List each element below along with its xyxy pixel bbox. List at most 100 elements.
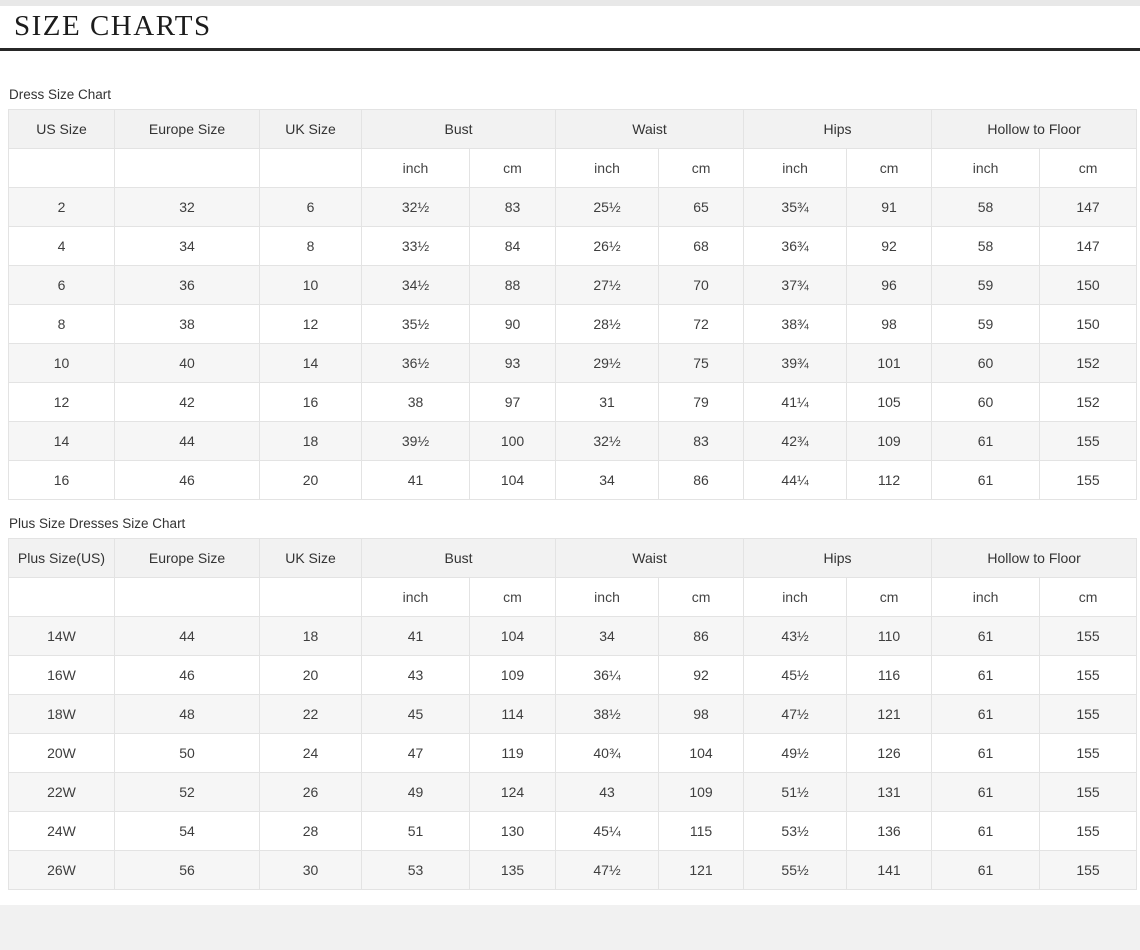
cell: 136	[846, 811, 933, 851]
cell: 104	[468, 460, 557, 500]
cell: 22	[259, 694, 362, 734]
cell: 35½	[361, 304, 470, 344]
cell: 48	[114, 694, 260, 734]
cell: 58	[931, 187, 1041, 227]
cell: 43	[361, 655, 470, 695]
cell: 14	[8, 421, 115, 461]
cell: 61	[931, 655, 1041, 695]
cell: 121	[846, 694, 933, 734]
cell: 28½	[555, 304, 660, 344]
cell: 155	[1039, 850, 1138, 890]
cell: 88	[468, 265, 557, 305]
cell: 56	[114, 850, 260, 890]
empty-cell	[114, 577, 260, 617]
page-title: SIZE CHARTS	[14, 10, 212, 42]
cell: 45¼	[555, 811, 660, 851]
cell: 8	[8, 304, 115, 344]
cell: 18W	[8, 694, 115, 734]
column-header: UK Size	[259, 538, 362, 578]
column-header: Waist	[555, 538, 745, 578]
cell: 34	[114, 226, 260, 266]
empty-cell	[114, 148, 260, 188]
unit-label: inch	[743, 577, 848, 617]
cell: 18	[259, 421, 362, 461]
cell: 49	[361, 772, 470, 812]
cell: 86	[658, 460, 745, 500]
cell: 42¾	[743, 421, 848, 461]
cell: 26½	[555, 226, 660, 266]
cell: 98	[846, 304, 933, 344]
cell: 36¼	[555, 655, 660, 695]
cell: 55½	[743, 850, 848, 890]
cell: 86	[658, 616, 745, 656]
cell: 39½	[361, 421, 470, 461]
empty-cell	[8, 148, 115, 188]
title-divider	[0, 48, 1140, 51]
cell: 46	[114, 460, 260, 500]
top-edge-band	[0, 0, 1140, 6]
cell: 119	[468, 733, 557, 773]
cell: 34	[555, 616, 660, 656]
cell: 61	[931, 616, 1041, 656]
unit-label: inch	[361, 148, 470, 188]
cell: 53½	[743, 811, 848, 851]
cell: 61	[931, 811, 1041, 851]
table-row: 10 40 14 36½ 93 29½ 75 39¾ 101 60 152	[8, 343, 1138, 383]
cell: 75	[658, 343, 745, 383]
unit-label: inch	[743, 148, 848, 188]
cell: 42	[114, 382, 260, 422]
cell: 152	[1039, 382, 1138, 422]
column-header: Hollow to Floor	[931, 109, 1138, 149]
unit-label: inch	[555, 148, 660, 188]
unit-label: cm	[658, 148, 745, 188]
cell: 16	[8, 460, 115, 500]
table-header-row: US Size Europe Size UK Size Bust Waist Hips Ho…	[8, 109, 1138, 149]
unit-label: cm	[468, 577, 557, 617]
cell: 10	[8, 343, 115, 383]
cell: 104	[658, 733, 745, 773]
cell: 14W	[8, 616, 115, 656]
cell: 79	[658, 382, 745, 422]
cell: 109	[658, 772, 745, 812]
cell: 41¼	[743, 382, 848, 422]
column-header: Bust	[360, 538, 557, 578]
cell: 29½	[555, 343, 660, 383]
cell: 60	[931, 343, 1041, 383]
cell: 61	[931, 421, 1041, 461]
cell: 147	[1039, 187, 1138, 227]
unit-label: cm	[468, 148, 557, 188]
cell: 104	[468, 616, 557, 656]
cell: 6	[8, 265, 115, 305]
cell: 155	[1039, 616, 1138, 656]
unit-label: cm	[1039, 577, 1138, 617]
cell: 61	[931, 772, 1041, 812]
cell: 32½	[361, 187, 470, 227]
cell: 27½	[555, 265, 660, 305]
cell: 112	[846, 460, 933, 500]
cell: 37¾	[743, 265, 848, 305]
cell: 26W	[8, 850, 115, 890]
cell: 18	[259, 616, 362, 656]
unit-label: inch	[361, 577, 470, 617]
cell: 61	[931, 694, 1041, 734]
cell: 16	[259, 382, 362, 422]
cell: 36	[114, 265, 260, 305]
cell: 83	[658, 421, 745, 461]
table-row: 14W 44 18 41 104 34 86 43½ 110 61 155	[8, 616, 1138, 656]
cell: 12	[259, 304, 362, 344]
dress-size-table: US Size Europe Size UK Size Bust Waist Hips Ho…	[8, 109, 1138, 500]
cell: 150	[1039, 265, 1138, 305]
cell: 90	[468, 304, 557, 344]
cell: 92	[846, 226, 933, 266]
table-row: 24W 54 28 51 130 45¼ 115 53½ 136 61 155	[8, 811, 1138, 851]
column-header: Waist	[555, 109, 745, 149]
cell: 44	[114, 421, 260, 461]
dress-chart-label: Dress Size Chart	[9, 87, 112, 102]
cell: 97	[468, 382, 557, 422]
column-header: Bust	[360, 109, 557, 149]
bottom-edge-band	[0, 905, 1140, 950]
cell: 40¾	[555, 733, 660, 773]
cell: 25½	[555, 187, 660, 227]
cell: 46	[114, 655, 260, 695]
cell: 45½	[743, 655, 848, 695]
